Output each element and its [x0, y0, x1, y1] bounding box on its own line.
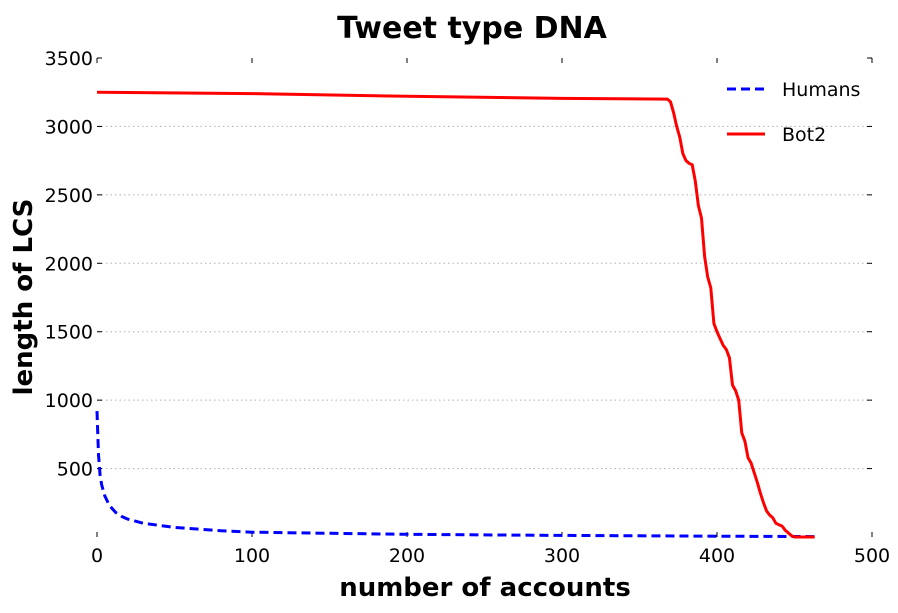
y-tick-label: 1000 — [45, 390, 93, 412]
x-tick-label: 200 — [389, 545, 425, 567]
x-tick-label: 300 — [544, 545, 580, 567]
series-line-humans — [95, 411, 815, 539]
y-tick-label: 1500 — [45, 322, 93, 344]
legend: Humans Bot2 — [727, 79, 860, 146]
x-tick-label: 400 — [699, 545, 735, 567]
legend-label: Humans — [782, 79, 860, 101]
y-tick-label: 500 — [57, 459, 93, 481]
x-axis-label: number of accounts — [339, 573, 631, 603]
y-tick-label: 3000 — [45, 116, 93, 138]
y-tick-label: 2000 — [45, 253, 93, 275]
y-tick-label: 2500 — [45, 185, 93, 207]
x-tick-label: 500 — [854, 545, 890, 567]
y-tick-label: 3500 — [45, 48, 93, 70]
series-line-bot2 — [96, 90, 815, 539]
y-axis-label: length of LCS — [9, 199, 39, 396]
axis-ticks: 500 1000 1500 2000 2500 3000 3500 0 100 200 300 400… — [45, 48, 890, 567]
legend-label: Bot2 — [782, 124, 826, 146]
x-tick-label: 100 — [234, 545, 270, 567]
x-tick-label: 0 — [91, 545, 103, 567]
chart-title: Tweet type DNA — [337, 11, 608, 46]
grid-lines — [97, 125, 872, 470]
series-lines — [95, 90, 815, 539]
